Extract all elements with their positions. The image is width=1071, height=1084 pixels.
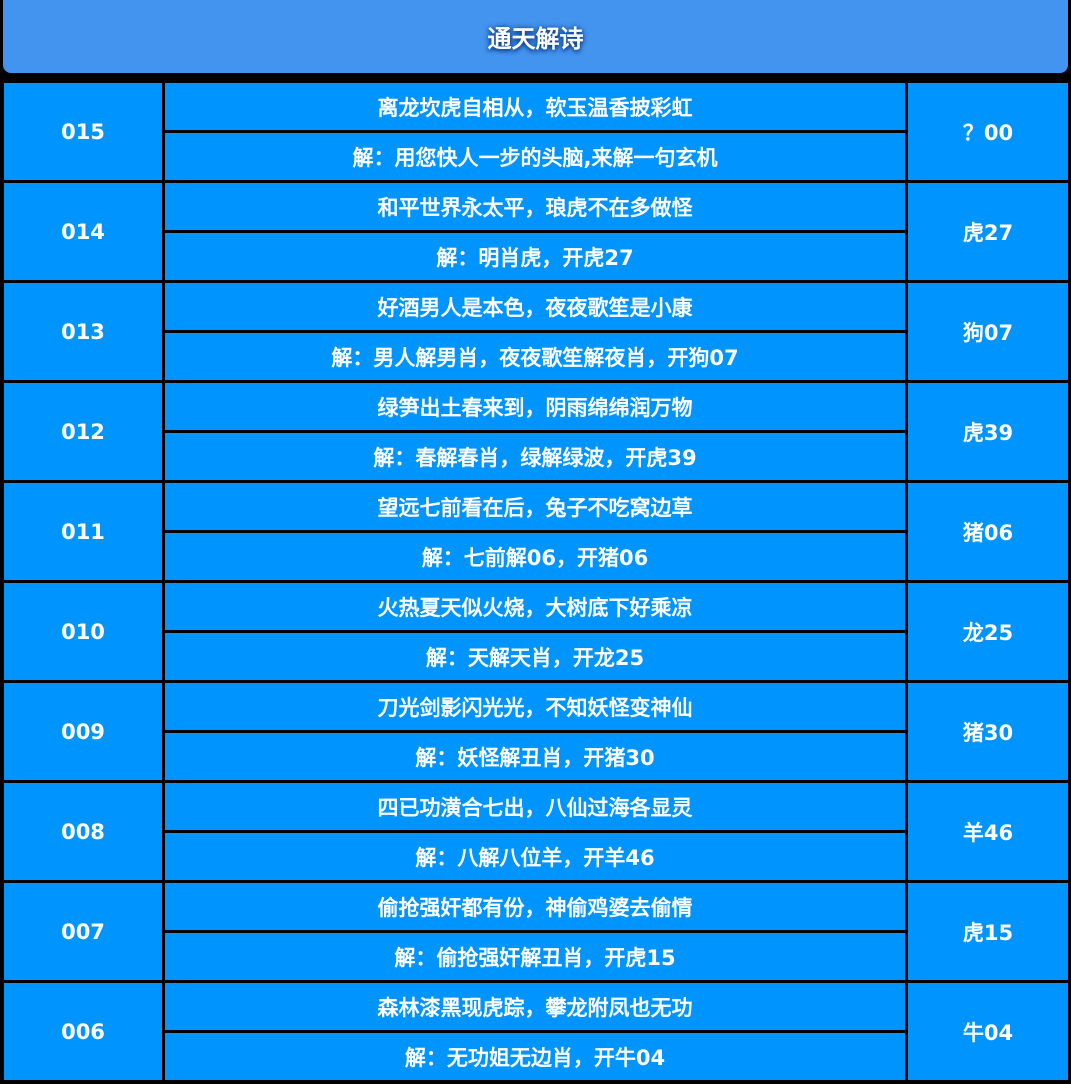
poem-table: 015 离龙坎虎自相从，软玉温香披彩虹 ？00 解：用您快人一步的头脑,来解一句玄机 0… — [4, 83, 1068, 1083]
poem-text: 好酒男人是本色，夜夜歌笙是小康 — [165, 283, 905, 330]
poem-text: 和平世界永太平，琅虎不在多做怪 — [165, 183, 905, 230]
poem-text: 离龙坎虎自相从，软玉温香披彩虹 — [165, 83, 905, 130]
poem-text: 火热夏天似火烧，大树底下好乘凉 — [165, 583, 905, 630]
issue-number: 011 — [4, 483, 162, 580]
issue-number: 012 — [4, 383, 162, 480]
result-value: 猪30 — [908, 683, 1068, 780]
table-row: 006 森林漆黑现虎踪，攀龙附凤也无功 牛04 解：无功姐无边肖，开牛04 — [4, 983, 1068, 1080]
result-value: 猪06 — [908, 483, 1068, 580]
result-value: 龙25 — [908, 583, 1068, 680]
poem-text: 望远七前看在后，兔子不吃窝边草 — [165, 483, 905, 530]
solution-text: 解：用您快人一步的头脑,来解一句玄机 — [165, 133, 905, 180]
poem-text: 偷抢强奸都有份，神偷鸡婆去偷情 — [165, 883, 905, 930]
table-row: 012 绿笋出土春来到，阴雨绵绵润万物 虎39 解：春解春肖，绿解绿波，开虎39 — [4, 383, 1068, 480]
page-header: 通天解诗 — [3, 0, 1068, 73]
issue-number: 014 — [4, 183, 162, 280]
table-row: 014 和平世界永太平，琅虎不在多做怪 虎27 解：明肖虎，开虎27 — [4, 183, 1068, 280]
issue-number: 007 — [4, 883, 162, 980]
solution-text: 解：无功姐无边肖，开牛04 — [165, 1033, 905, 1080]
issue-number: 009 — [4, 683, 162, 780]
table-row: 010 火热夏天似火烧，大树底下好乘凉 龙25 解：天解天肖，开龙25 — [4, 583, 1068, 680]
table-row: 013 好酒男人是本色，夜夜歌笙是小康 狗07 解：男人解男肖，夜夜歌笙解夜肖，开狗0… — [4, 283, 1068, 380]
table-row: 009 刀光剑影闪光光，不知妖怪变神仙 猪30 解：妖怪解丑肖，开猪30 — [4, 683, 1068, 780]
poem-text: 四已功潢合七出，八仙过海各显灵 — [165, 783, 905, 830]
poem-text: 绿笋出土春来到，阴雨绵绵润万物 — [165, 383, 905, 430]
poem-text: 森林漆黑现虎踪，攀龙附凤也无功 — [165, 983, 905, 1030]
solution-text: 解：明肖虎，开虎27 — [165, 233, 905, 280]
issue-number: 015 — [4, 83, 162, 180]
issue-number: 013 — [4, 283, 162, 380]
table-row: 008 四已功潢合七出，八仙过海各显灵 羊46 解：八解八位羊，开羊46 — [4, 783, 1068, 880]
issue-number: 006 — [4, 983, 162, 1080]
poem-text: 刀光剑影闪光光，不知妖怪变神仙 — [165, 683, 905, 730]
table-row: 015 离龙坎虎自相从，软玉温香披彩虹 ？00 解：用您快人一步的头脑,来解一句玄机 — [4, 83, 1068, 180]
result-value: 虎15 — [908, 883, 1068, 980]
result-value: 羊46 — [908, 783, 1068, 880]
solution-text: 解：春解春肖，绿解绿波，开虎39 — [165, 433, 905, 480]
solution-text: 解：七前解06，开猪06 — [165, 533, 905, 580]
solution-text: 解：八解八位羊，开羊46 — [165, 833, 905, 880]
result-value: 狗07 — [908, 283, 1068, 380]
issue-number: 010 — [4, 583, 162, 680]
result-value: 牛04 — [908, 983, 1068, 1080]
result-value: 虎27 — [908, 183, 1068, 280]
result-value: ？00 — [908, 83, 1068, 180]
solution-text: 解：妖怪解丑肖，开猪30 — [165, 733, 905, 780]
page-title: 通天解诗 — [487, 25, 584, 53]
issue-number: 008 — [4, 783, 162, 880]
solution-text: 解：偷抢强奸解丑肖，开虎15 — [165, 933, 905, 980]
solution-text: 解：天解天肖，开龙25 — [165, 633, 905, 680]
result-value: 虎39 — [908, 383, 1068, 480]
solution-text: 解：男人解男肖，夜夜歌笙解夜肖，开狗07 — [165, 333, 905, 380]
table-row: 007 偷抢强奸都有份，神偷鸡婆去偷情 虎15 解：偷抢强奸解丑肖，开虎15 — [4, 883, 1068, 980]
table-row: 011 望远七前看在后，兔子不吃窝边草 猪06 解：七前解06，开猪06 — [4, 483, 1068, 580]
